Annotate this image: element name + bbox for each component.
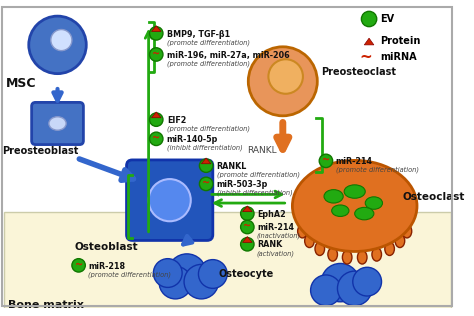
Text: RANK: RANK	[257, 240, 282, 249]
Text: Preosteoclast: Preosteoclast	[321, 67, 396, 77]
FancyBboxPatch shape	[127, 160, 213, 240]
Text: (promote differentiation): (promote differentiation)	[167, 60, 250, 67]
Text: Bone matrix: Bone matrix	[8, 300, 83, 310]
Text: MSC: MSC	[6, 76, 36, 89]
Text: ~: ~	[322, 155, 330, 165]
Circle shape	[29, 16, 86, 74]
Text: Osteoblast: Osteoblast	[75, 242, 138, 252]
Text: (promote differentiation): (promote differentiation)	[88, 271, 171, 278]
Text: RANKL: RANKL	[247, 147, 277, 155]
Ellipse shape	[402, 224, 412, 238]
Circle shape	[168, 254, 206, 292]
Text: (activation): (activation)	[257, 250, 295, 257]
Ellipse shape	[355, 207, 374, 220]
Ellipse shape	[292, 161, 417, 252]
Circle shape	[241, 207, 254, 220]
Text: (promote differentiation): (promote differentiation)	[167, 39, 250, 46]
Text: miR-140-5p: miR-140-5p	[167, 135, 218, 144]
Circle shape	[200, 177, 213, 191]
Text: Osteocyte: Osteocyte	[219, 269, 274, 279]
Text: ~: ~	[152, 133, 160, 143]
FancyBboxPatch shape	[4, 212, 451, 307]
Ellipse shape	[315, 242, 325, 255]
Text: EV: EV	[381, 14, 395, 24]
Ellipse shape	[385, 242, 394, 255]
Ellipse shape	[328, 248, 337, 261]
Text: EphA2: EphA2	[257, 210, 286, 219]
Polygon shape	[365, 38, 374, 45]
Circle shape	[361, 11, 377, 27]
Circle shape	[199, 260, 227, 289]
Text: miR-218: miR-218	[88, 262, 125, 270]
Ellipse shape	[49, 117, 66, 130]
Circle shape	[353, 267, 382, 296]
Circle shape	[241, 238, 254, 251]
Polygon shape	[243, 206, 252, 212]
Text: ~: ~	[74, 259, 82, 270]
Circle shape	[149, 48, 163, 61]
Ellipse shape	[324, 190, 343, 203]
Circle shape	[159, 266, 191, 299]
Circle shape	[321, 264, 359, 302]
Ellipse shape	[342, 251, 352, 264]
Circle shape	[148, 179, 191, 221]
Circle shape	[149, 27, 163, 40]
Circle shape	[149, 113, 163, 126]
Ellipse shape	[298, 224, 307, 238]
Circle shape	[200, 159, 213, 172]
Circle shape	[310, 275, 341, 306]
Text: (promote differentiation): (promote differentiation)	[217, 171, 300, 178]
Circle shape	[248, 47, 317, 116]
Text: miRNA: miRNA	[381, 52, 417, 62]
Polygon shape	[152, 26, 161, 32]
Ellipse shape	[332, 205, 349, 216]
Circle shape	[319, 154, 333, 167]
Polygon shape	[243, 237, 252, 242]
Circle shape	[149, 132, 163, 146]
Polygon shape	[152, 112, 161, 118]
Text: (promote differentiation): (promote differentiation)	[336, 167, 419, 173]
Text: RANKL: RANKL	[217, 162, 247, 171]
Text: Preosteoblast: Preosteoblast	[2, 147, 78, 156]
Circle shape	[154, 259, 182, 288]
Text: miR-214: miR-214	[336, 157, 373, 166]
Text: ~: ~	[243, 221, 251, 231]
Ellipse shape	[395, 234, 405, 247]
Text: Osteoclast: Osteoclast	[402, 191, 465, 202]
Circle shape	[268, 59, 303, 94]
Ellipse shape	[305, 234, 314, 247]
Ellipse shape	[344, 185, 365, 198]
Text: miR-503-3p: miR-503-3p	[217, 180, 268, 189]
Circle shape	[241, 220, 254, 234]
FancyBboxPatch shape	[32, 102, 83, 145]
Text: EIF2: EIF2	[167, 116, 186, 125]
Text: (inhibit differentiation): (inhibit differentiation)	[167, 145, 243, 151]
Circle shape	[184, 264, 219, 299]
Ellipse shape	[372, 248, 382, 261]
Circle shape	[51, 29, 72, 51]
Text: miR-214: miR-214	[257, 223, 294, 232]
Text: ~: ~	[360, 50, 373, 65]
Polygon shape	[201, 158, 211, 164]
Text: Protein: Protein	[381, 36, 421, 46]
Text: BMP9, TGF-β1: BMP9, TGF-β1	[167, 29, 230, 39]
Text: ~: ~	[202, 178, 210, 188]
Text: (inactivation): (inactivation)	[257, 233, 301, 240]
Text: (promote differentiation): (promote differentiation)	[167, 125, 250, 132]
Text: (inhibit differentiation): (inhibit differentiation)	[217, 190, 292, 196]
Ellipse shape	[365, 197, 383, 209]
Circle shape	[72, 259, 85, 272]
Circle shape	[337, 271, 372, 306]
Text: miR-196, miR-27a, miR-206: miR-196, miR-27a, miR-206	[167, 51, 290, 60]
Ellipse shape	[357, 251, 367, 264]
Text: ~: ~	[152, 49, 160, 58]
